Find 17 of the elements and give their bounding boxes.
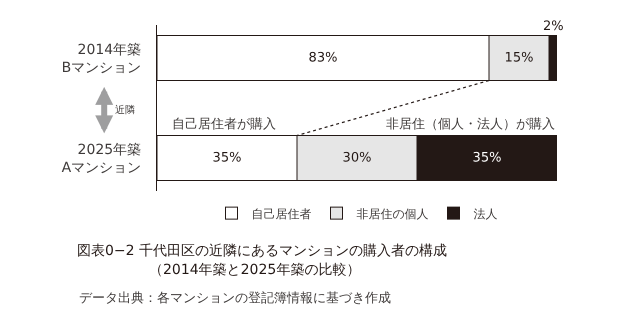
text: 図表0−2 千代田区の近隣にあるマンションの購入者の構成 (77, 243, 447, 260)
data-label: 15% (504, 50, 534, 66)
legend-label: 非居住の個人 (356, 206, 428, 221)
data-label: 83% (308, 50, 338, 66)
annotation: 自己居住者が購入 (172, 117, 276, 132)
text: 近隣 (115, 104, 135, 116)
data-label: 2% (543, 19, 564, 34)
text: データ出典：各マンションの登記簿情報に基づき作成 (79, 291, 391, 306)
y-tick-label: 2025年築 Aマンション (62, 142, 142, 176)
data-label: 35% (212, 150, 242, 166)
data-label: 30% (342, 150, 372, 166)
y-tick-label: 2014年築 Bマンション (62, 42, 142, 76)
annotation: 非居住（個人・法人）が購入 (386, 117, 555, 132)
legend-label: 自己居住者 (252, 206, 312, 221)
legend-label: 法人 (474, 206, 498, 221)
text: （2014年築と2025年築の比較） (149, 262, 360, 278)
data-label: 35% (472, 150, 502, 166)
